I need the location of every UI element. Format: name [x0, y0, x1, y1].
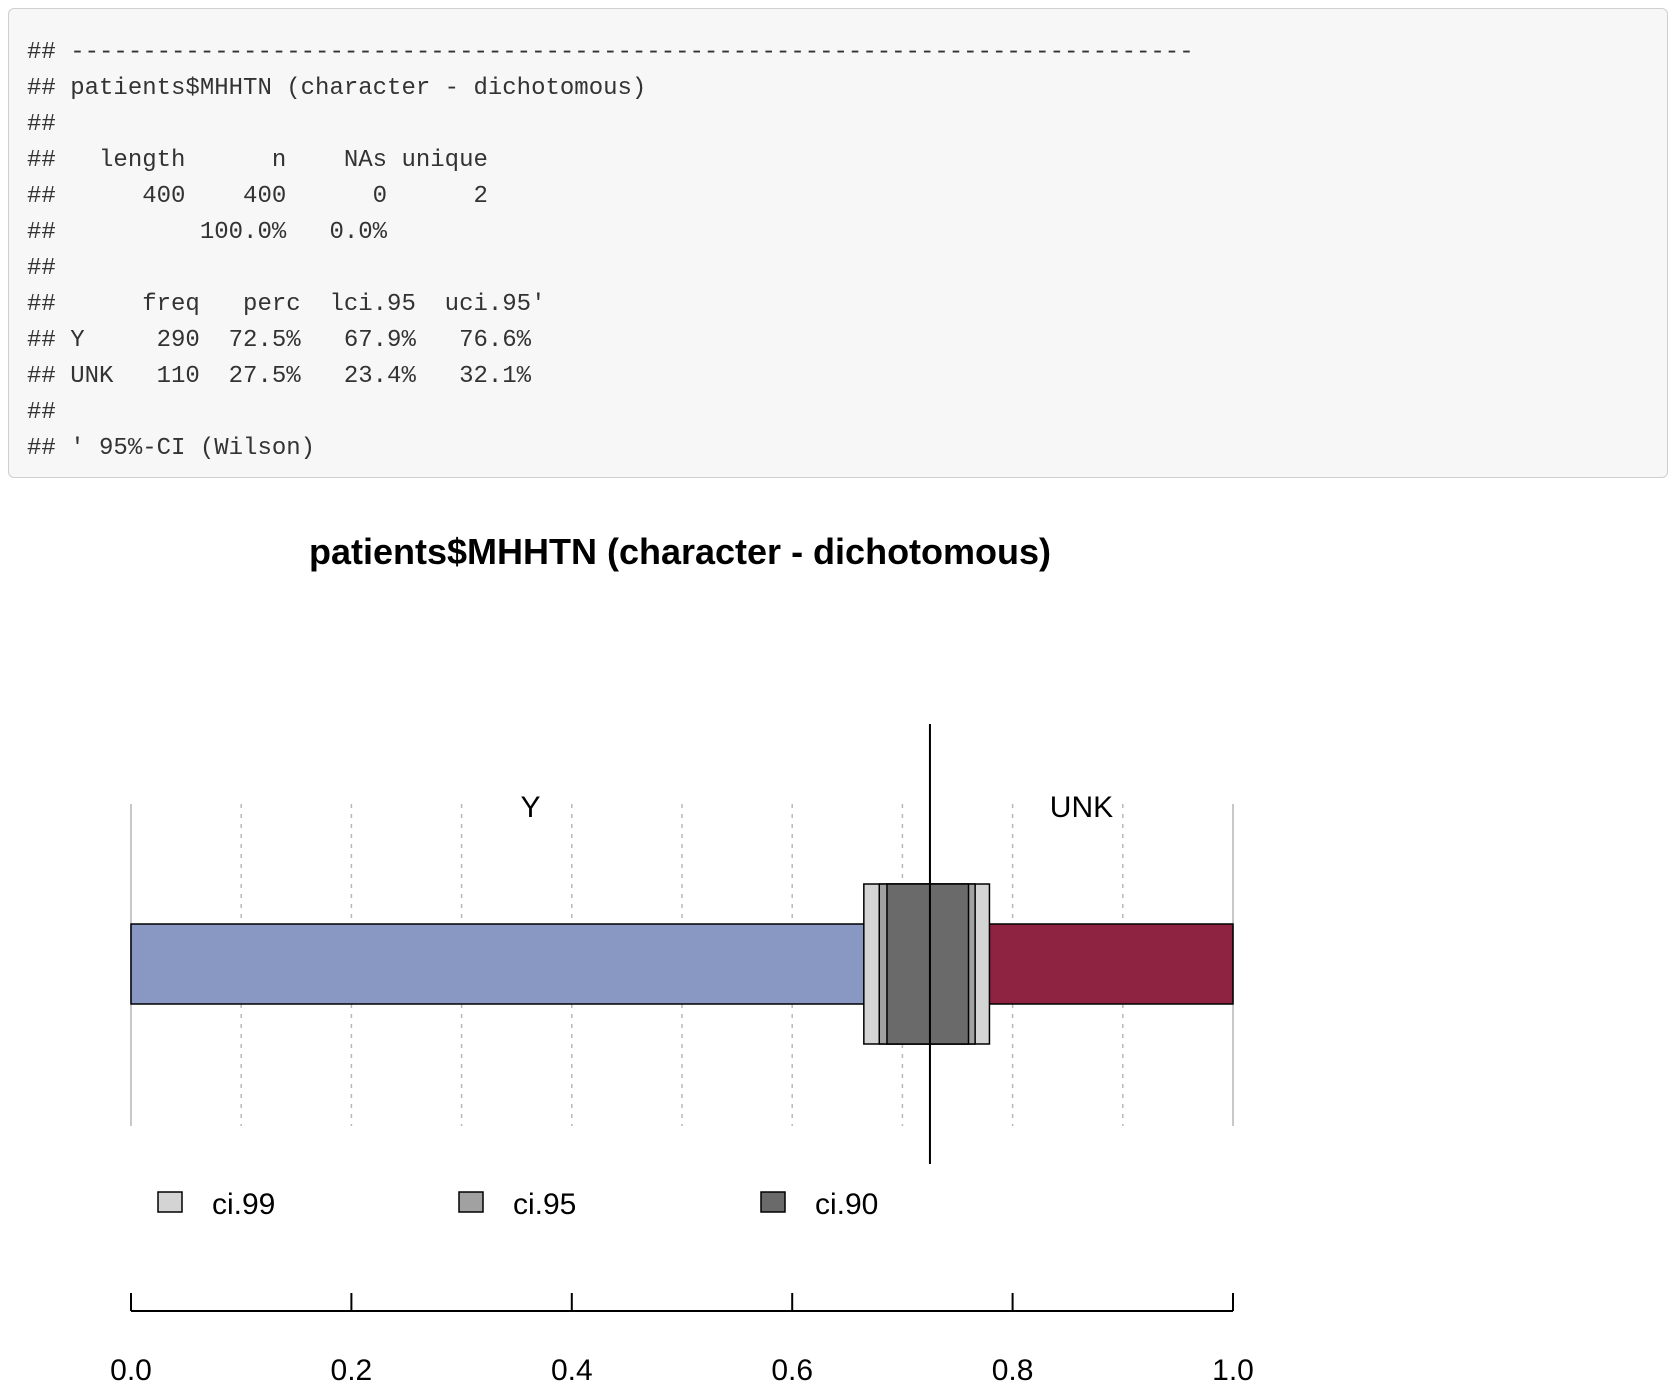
console-line: ## -------------------------------------… — [27, 39, 1194, 66]
x-axis: 0.0 0.2 0.4 0.6 0.8 1.0 — [110, 1293, 1254, 1386]
ci-box-ci90 — [886, 883, 970, 1045]
console-line: ## 400 400 0 2 — [27, 183, 488, 210]
legend-label-ci95: ci.95 — [513, 1188, 576, 1221]
x-tick-label: 0.8 — [992, 1354, 1034, 1386]
category-label-unk: UNK — [1050, 791, 1113, 824]
x-tick-label: 0.6 — [771, 1354, 813, 1386]
console-line: ## — [27, 111, 56, 138]
console-line: ## ' 95%-CI (Wilson) — [27, 435, 316, 462]
bars — [130, 923, 1234, 1005]
console-line: ## Y 290 72.5% 67.9% 76.6% — [27, 327, 532, 354]
x-tick-label: 0.0 — [110, 1354, 152, 1386]
legend-label-ci90: ci.90 — [815, 1188, 878, 1221]
confidence-intervals — [863, 724, 991, 1164]
legend-label-ci99: ci.99 — [212, 1188, 275, 1221]
ci-bar-chart: patients$MHHTN (character - dichotomous)… — [110, 531, 1254, 1386]
console-line: ## — [27, 255, 56, 282]
x-tick-label: 0.4 — [551, 1354, 593, 1386]
console-line: ## UNK 110 27.5% 23.4% 32.1% — [27, 363, 532, 390]
x-tick-label: 1.0 — [1212, 1354, 1254, 1386]
legend-swatch-ci95 — [458, 1191, 484, 1213]
console-line: ## length n NAs unique — [27, 147, 488, 174]
legend: ci.99 ci.95 ci.90 — [157, 1188, 878, 1221]
category-labels: Y UNK — [520, 791, 1113, 824]
console-line: ## — [27, 399, 56, 426]
console-output: ## -------------------------------------… — [8, 8, 1668, 478]
legend-swatch-ci99 — [157, 1191, 183, 1213]
console-line: ## patients$MHHTN (character - dichotomo… — [27, 75, 647, 102]
bar-y — [130, 923, 931, 1005]
legend-swatch-ci90 — [760, 1191, 786, 1213]
category-label-y: Y — [520, 791, 540, 824]
console-line: ## freq perc lci.95 uci.95' — [27, 291, 546, 318]
console-line: ## 100.0% 0.0% — [27, 219, 388, 246]
x-tick-label: 0.2 — [331, 1354, 373, 1386]
chart-title: patients$MHHTN (character - dichotomous) — [309, 531, 1051, 572]
